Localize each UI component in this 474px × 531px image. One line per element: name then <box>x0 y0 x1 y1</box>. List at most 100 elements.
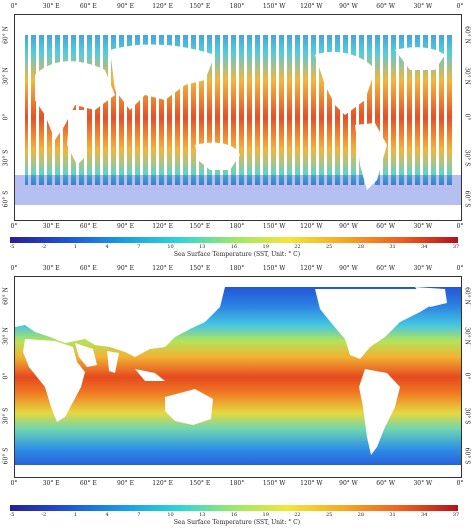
bottom-colorbar <box>10 505 458 511</box>
bot-lon-bot-label-12: 0° <box>456 480 464 487</box>
bot-cbar-tick-13: 34 <box>421 512 428 518</box>
bot-lon-top-label-8: 120° W <box>300 265 323 272</box>
bot-lon-bot-label-7: 150° W <box>262 480 286 487</box>
top-cbar-tick-8: 19 <box>262 244 269 250</box>
bot-lon-top-label-5: 150° E <box>189 265 211 272</box>
bot-lon-bot-label-5: 150° E <box>189 480 211 487</box>
top-cbar-tick-5: 10 <box>167 244 174 250</box>
bot-lat-right-label-4: 60° S <box>463 447 471 465</box>
top-lon-top-label-10: 60° W <box>376 3 396 10</box>
bot-cbar-tick-3: 4 <box>105 512 109 518</box>
top-cbar-tick-0: -5 <box>9 244 15 250</box>
top-sst-swaths <box>15 35 461 205</box>
top-lon-top-label-12: 0° <box>456 3 464 10</box>
top-cbar-tick-13: 34 <box>421 244 428 250</box>
bot-lat-left-label-2: 0° <box>2 372 10 380</box>
top-lat-right-label-0: 60° N <box>463 25 471 44</box>
bot-lon-top-label-9: 90° W <box>339 265 358 272</box>
bot-lon-top-label-11: 30° W <box>413 265 433 272</box>
bot-lon-top-label-3: 90° E <box>117 265 134 272</box>
bot-lon-bot-label-2: 60° E <box>79 480 97 487</box>
bot-lat-right-label-2: 0° <box>463 372 471 380</box>
bot-cbar-tick-6: 13 <box>199 512 206 518</box>
top-cbar-tick-2: 1 <box>73 244 78 250</box>
top-lon-bot-label-9: 90° W <box>339 223 358 230</box>
bot-lon-top-label-10: 60° W <box>376 265 396 272</box>
top-lat-left-label-1: 30° N <box>2 66 10 85</box>
top-cbar-tick-4: 7 <box>137 244 141 250</box>
bot-lon-bot-label-10: 60° W <box>376 480 396 487</box>
bot-lon-bot-label-11: 30° W <box>413 480 433 487</box>
top-cbar-tick-12: 31 <box>389 244 396 250</box>
top-lon-bot-label-7: 150° W <box>262 223 286 230</box>
bot-lon-bot-label-8: 120° W <box>300 480 323 487</box>
top-lon-top-label-8: 120° W <box>300 3 323 10</box>
top-lon-top-label-3: 90° E <box>117 3 134 10</box>
bot-cbar-tick-14: 37 <box>452 512 460 518</box>
bot-lat-left-label-4: 60° S <box>2 447 10 465</box>
top-cbar-tick-7: 16 <box>230 244 238 250</box>
bot-cbar-tick-1: -2 <box>41 512 47 518</box>
bot-lon-top-label-6: 180° <box>229 265 245 272</box>
bottom-sst-panel: 0° 30° E 60° E 90° E 120° E 150° E 180° 150° W 1… <box>0 262 474 531</box>
bot-lon-bot-label-9: 90° W <box>339 480 358 487</box>
bot-lon-bot-label-0: 0° <box>10 480 18 487</box>
bot-lon-top-label-0: 0° <box>10 265 18 272</box>
bot-lat-right-label-1: 30° N <box>463 327 471 345</box>
bot-lon-top-label-2: 60° E <box>79 265 97 272</box>
top-lat-left-label-4: 60° S <box>2 190 10 207</box>
top-lon-top-label-11: 30° W <box>413 3 433 10</box>
bot-cbar-tick-5: 10 <box>167 512 174 518</box>
top-lon-top-label-5: 150° E <box>189 3 211 10</box>
top-lon-bot-label-8: 120° W <box>300 223 323 230</box>
bot-cbar-tick-4: 7 <box>137 512 141 518</box>
top-lon-top-label-4: 120° E <box>152 3 174 10</box>
top-sst-panel: 0° 30° E 60° E 90° E 120° E 150° E 180° 150° W 1… <box>0 0 474 262</box>
top-lat-left-label-2: 0° <box>2 113 10 120</box>
top-lon-bot-label-1: 30° E <box>42 223 60 230</box>
top-lon-top-label-1: 30° E <box>42 3 60 10</box>
top-sst-map <box>14 14 462 221</box>
bot-lon-top-label-1: 30° E <box>42 265 60 272</box>
bot-lat-left-label-1: 30° N <box>2 327 10 345</box>
bottom-sst-map-svg <box>15 277 461 477</box>
top-lon-bot-label-12: 0° <box>456 223 464 230</box>
top-lon-bot-label-3: 90° E <box>117 223 134 230</box>
bot-lon-bot-label-4: 120° E <box>152 480 174 487</box>
bot-lat-left-label-0: 60° N <box>2 287 10 305</box>
bot-lon-top-label-7: 150° W <box>262 265 286 272</box>
top-lon-bot-label-2: 60° E <box>79 223 97 230</box>
top-lon-bot-label-6: 180° <box>229 223 245 230</box>
top-lat-right-label-4: 60° S <box>463 190 471 207</box>
top-lon-top-label-2: 60° E <box>79 3 97 10</box>
top-lon-top-label-6: 180° <box>229 3 245 10</box>
top-colorbar <box>10 237 458 243</box>
top-swath-map-svg <box>15 15 461 220</box>
bot-cbar-tick-12: 31 <box>389 512 396 518</box>
top-colorbar-label: Sea Surface Temperature (SST, Unit: ° C) <box>173 251 301 258</box>
top-lat-right-label-1: 30° N <box>463 66 471 85</box>
top-lon-bot-label-10: 60° W <box>376 223 396 230</box>
bot-lat-right-label-3: 30° S <box>463 407 471 425</box>
top-lon-top-label-7: 150° W <box>262 3 286 10</box>
bot-lon-top-label-12: 0° <box>456 265 464 272</box>
top-cbar-tick-3: 4 <box>105 244 109 250</box>
top-lat-left-label-0: 60° N <box>2 25 10 44</box>
bottom-colorbar-label: Sea Surface Temperature (SST, Unit: ° C) <box>173 519 301 526</box>
top-land-masses <box>15 15 461 220</box>
top-cbar-tick-6: 13 <box>199 244 206 250</box>
top-lat-right-label-2: 0° <box>463 113 471 120</box>
bot-lon-bot-label-3: 90° E <box>117 480 134 487</box>
bot-cbar-tick-8: 19 <box>262 512 269 518</box>
bot-lat-right-label-0: 60° N <box>463 287 471 305</box>
top-lon-top-label-0: 0° <box>10 3 18 10</box>
top-cbar-tick-11: 28 <box>357 244 365 250</box>
bot-lat-left-label-3: 30° S <box>2 407 10 425</box>
top-lat-right-label-3: 30° S <box>463 149 471 166</box>
top-cbar-tick-9: 22 <box>294 244 301 250</box>
top-lon-top-label-9: 90° W <box>339 3 358 10</box>
top-cbar-tick-10: 25 <box>325 244 333 250</box>
bot-cbar-tick-7: 16 <box>230 512 238 518</box>
bot-cbar-tick-2: 1 <box>73 512 78 518</box>
top-lon-bot-label-4: 120° E <box>152 223 174 230</box>
